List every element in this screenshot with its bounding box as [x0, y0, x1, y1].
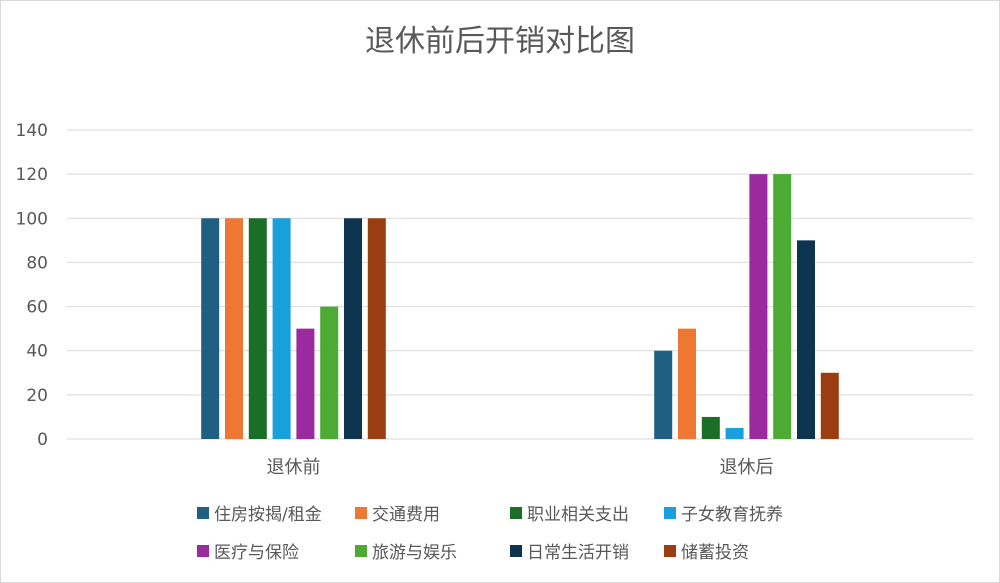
y-tick-label: 0 — [37, 430, 48, 450]
bar-1-2 — [654, 350, 673, 439]
y-axis-tick-labels: 0 20 40 60 80 100 120 140 — [16, 121, 48, 450]
legend-swatch — [664, 507, 676, 519]
legend-swatch — [197, 545, 209, 557]
y-tick-label: 120 — [16, 165, 48, 185]
x-category-label: 退休前 — [267, 457, 321, 478]
bar-5-2 — [749, 174, 768, 439]
y-tick-label: 100 — [16, 209, 48, 229]
legend-label: 旅游与娱乐 — [372, 543, 457, 563]
bar-2-1 — [225, 218, 243, 439]
legend-label: 职业相关支出 — [527, 505, 629, 525]
bar-6-2 — [773, 174, 792, 439]
bar-8-2 — [820, 372, 839, 439]
legend-item: 旅游与娱乐 — [355, 543, 457, 563]
bar-4-2 — [725, 427, 744, 439]
legend-swatch — [355, 507, 367, 519]
y-tick-label: 60 — [26, 298, 48, 318]
bar-2-2 — [678, 328, 696, 439]
bar-7-1 — [344, 218, 362, 439]
legend-item: 日常生活开销 — [510, 543, 629, 563]
bar-7-2 — [797, 240, 815, 439]
legend-swatch — [510, 507, 522, 519]
legend-label: 交通费用 — [372, 505, 440, 525]
legend-label: 子女教育抚养 — [681, 505, 783, 525]
legend-item: 职业相关支出 — [510, 505, 629, 525]
x-category-label: 退休后 — [720, 457, 774, 478]
bar-8-1 — [367, 218, 386, 439]
bar-5-1 — [296, 328, 315, 439]
legend-label: 住房按揭/租金 — [214, 505, 322, 525]
x-axis-category-labels: 退休前 退休后 — [267, 457, 774, 478]
bar-3-1 — [248, 218, 267, 439]
legend-item: 交通费用 — [355, 505, 440, 525]
legend-swatch — [510, 545, 522, 557]
chart-title: 退休前后开销对比图 — [365, 24, 635, 59]
legend-label: 储蓄投资 — [681, 543, 749, 563]
y-tick-label: 80 — [26, 253, 48, 273]
legend-swatch — [197, 507, 209, 519]
legend-label: 日常生活开销 — [527, 543, 629, 563]
y-tick-label: 40 — [26, 342, 48, 362]
bar-6-1 — [320, 306, 339, 439]
y-tick-label: 140 — [16, 121, 48, 141]
y-tick-label: 20 — [26, 386, 48, 406]
legend-swatch — [355, 545, 367, 557]
legend-item: 子女教育抚养 — [664, 505, 783, 525]
bar-4-1 — [272, 218, 291, 439]
legend-swatch — [664, 545, 676, 557]
bar-3-2 — [701, 416, 720, 439]
bars — [201, 174, 839, 439]
legend-label: 医疗与保险 — [214, 543, 299, 563]
legend-item: 储蓄投资 — [664, 543, 749, 563]
bar-1-1 — [201, 218, 220, 439]
legend-item: 住房按揭/租金 — [197, 505, 322, 525]
legend-item: 医疗与保险 — [197, 543, 299, 563]
